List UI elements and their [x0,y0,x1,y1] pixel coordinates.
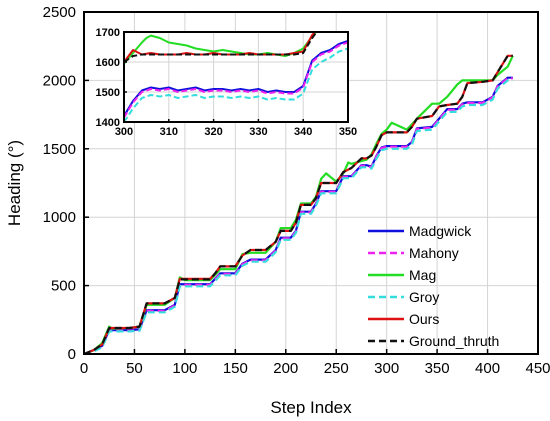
main-plot-frame [83,11,539,355]
main-y-tick-label: 1500 [43,141,76,158]
main-x-tick-label: 150 [223,360,248,377]
main-x-tick-label: 100 [172,360,197,377]
inset-series-ground-thruth [124,32,318,63]
main-x-tick-label: 50 [126,360,143,377]
main-y-tick-label: 2500 [43,4,76,21]
inset-y-tick-label: 1500 [96,87,120,99]
main-series-groy [84,79,513,354]
main-series-ground-thruth [84,54,513,354]
inset-plot-lines [124,32,348,122]
main-y-tick-label: 2000 [43,72,76,89]
main-y-tick-label: 0 [68,346,76,363]
inset-plot-frame [123,31,349,123]
legend-label-ground-thruth: Ground_thruth [409,333,499,349]
inset-x-tick-label: 310 [160,126,178,138]
legend-label-mahony: Mahony [409,245,459,261]
legend-label-madgwick: Madgwick [409,223,472,239]
main-y-tick-label: 1000 [43,209,76,226]
main-plot-lines [84,54,514,354]
inset-background [124,32,348,122]
inset-series-mahony [124,41,348,119]
legend: Madgwick Mahony Mag Groy Ours Ground_thruth [368,223,499,349]
inset-x-tick-label: 330 [249,126,267,138]
main-x-tick-label: 350 [425,360,450,377]
main-tick-labels: 0 50 100 150 200 250 300 350 400 450 0 500 1000 1500 2… [43,4,550,377]
y-axis-title: Heading (°) [5,140,24,226]
inset-y-tick-label: 1600 [96,57,120,69]
legend-label-ours: Ours [409,311,439,327]
main-x-tick-label: 200 [273,360,298,377]
main-x-tick-label: 300 [374,360,399,377]
main-x-tick-label: 0 [80,360,88,377]
legend-label-groy: Groy [409,289,439,305]
main-y-tick-label: 500 [51,278,76,295]
main-x-tick-label: 400 [475,360,500,377]
inset-x-tick-label: 320 [204,126,222,138]
inset-series-groy [124,47,348,122]
legend-label-mag: Mag [409,267,436,283]
x-axis-title: Step Index [270,398,352,417]
inset-y-tick-label: 1700 [96,27,120,39]
main-x-tick-label: 250 [324,360,349,377]
inset-y-tick-label: 1400 [96,117,120,129]
inset-x-tick-label: 350 [339,126,357,138]
main-x-tick-label: 450 [525,360,550,377]
inset-x-tick-label: 300 [115,126,133,138]
inset-x-tick-label: 340 [294,126,312,138]
main-series-mahony [84,77,513,354]
inset-tick-labels: 300 310 320 330 340 350 1400 1500 1600 1700 [96,27,358,138]
